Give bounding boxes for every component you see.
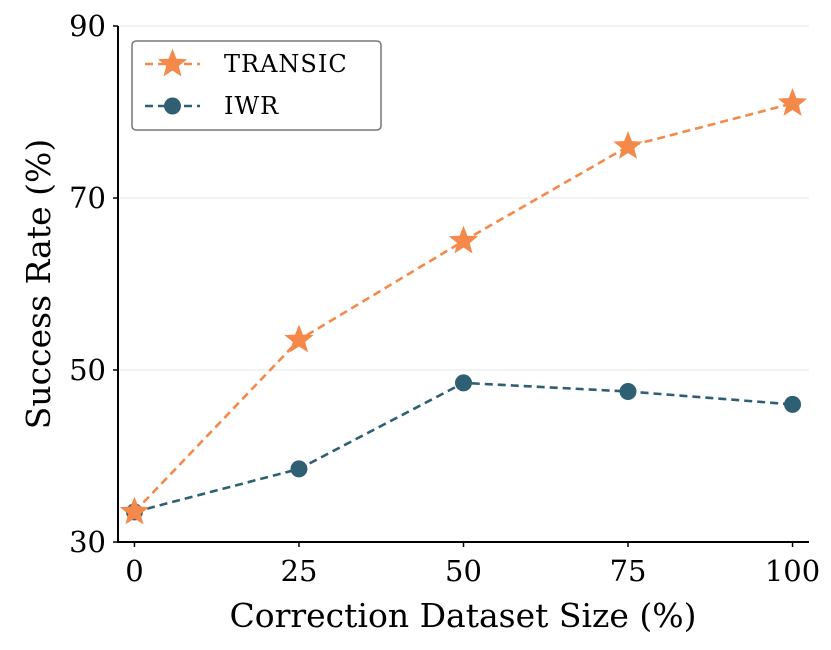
x-tick-label: 100 <box>765 554 820 588</box>
series-transic <box>119 88 808 525</box>
x-tick-label: 50 <box>445 554 482 588</box>
legend-star-icon <box>157 48 188 77</box>
data-point-transic <box>777 88 808 116</box>
y-tick-labels: 30 50 70 90 <box>69 9 118 559</box>
data-point-transic <box>448 225 479 254</box>
y-axis-label: Success Rate (%) <box>19 139 58 429</box>
legend-items: TRANSIC IWR <box>145 48 348 120</box>
legend-frame <box>131 40 382 131</box>
data-point-iwr <box>619 383 637 400</box>
y-tick-label: 50 <box>69 353 106 387</box>
legend-label-iwr: IWR <box>224 92 279 120</box>
x-tick-label: 0 <box>125 554 143 588</box>
data-point-transic <box>119 496 150 525</box>
x-tick-label: 25 <box>281 554 318 588</box>
y-tick-label: 90 <box>69 9 106 43</box>
legend-label-transic: TRANSIC <box>224 50 348 78</box>
x-axis-label: Correction Dataset Size (%) <box>229 596 696 635</box>
series-line-transic <box>133 102 793 513</box>
x-tick-labels: 0 25 50 75 100 <box>125 542 820 588</box>
series <box>119 88 808 525</box>
data-point-iwr <box>784 395 802 413</box>
series-line-iwr <box>134 381 793 514</box>
legend-item-transic: TRANSIC <box>145 48 348 78</box>
legend: TRANSIC IWR <box>131 40 382 131</box>
data-point-iwr <box>455 374 472 392</box>
series-iwr <box>125 374 802 521</box>
y-tick-label: 30 <box>69 525 106 559</box>
data-point-iwr <box>290 460 308 478</box>
data-point-transic <box>284 324 314 353</box>
x-tick-label: 75 <box>610 554 647 588</box>
legend-item-iwr: IWR <box>145 92 279 120</box>
legend-circle-icon <box>164 97 181 115</box>
data-point-transic <box>613 131 643 159</box>
y-tick-label: 70 <box>69 181 106 215</box>
